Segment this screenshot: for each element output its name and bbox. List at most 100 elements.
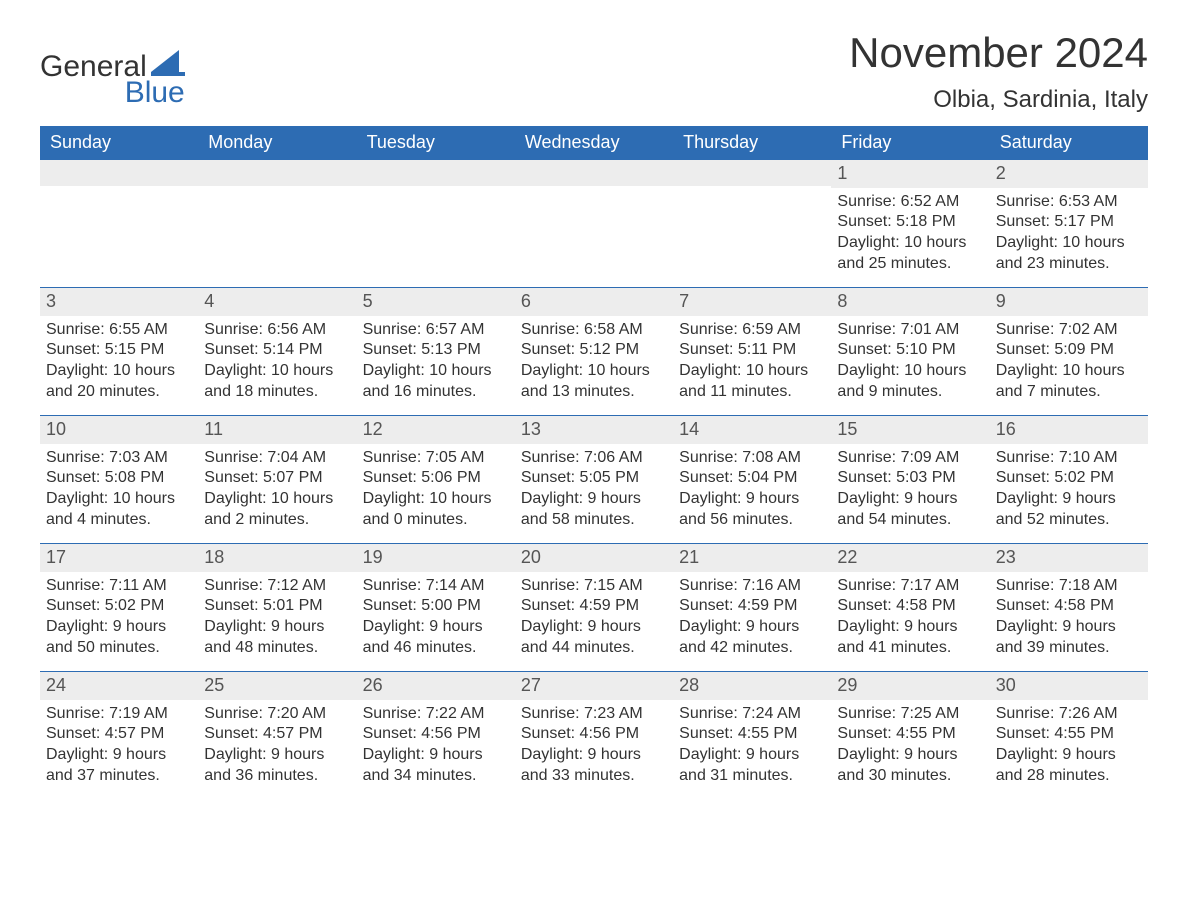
- sunset-line: Sunset: 5:01 PM: [204, 596, 350, 617]
- day-cell: 1Sunrise: 6:52 AMSunset: 5:18 PMDaylight…: [831, 160, 989, 287]
- daylight-line: Daylight: 10 hours and 7 minutes.: [996, 361, 1142, 403]
- day-cell: 30Sunrise: 7:26 AMSunset: 4:55 PMDayligh…: [990, 672, 1148, 799]
- sunset-line: Sunset: 5:10 PM: [837, 340, 983, 361]
- sunrise-line: Sunrise: 7:03 AM: [46, 448, 192, 469]
- weekday-header: Wednesday: [515, 126, 673, 159]
- day-cell: 29Sunrise: 7:25 AMSunset: 4:55 PMDayligh…: [831, 672, 989, 799]
- day-number: [40, 160, 198, 186]
- sunset-line: Sunset: 5:17 PM: [996, 212, 1142, 233]
- sunrise-line: Sunrise: 6:55 AM: [46, 320, 192, 341]
- daylight-line: Daylight: 9 hours and 58 minutes.: [521, 489, 667, 531]
- day-number: 4: [198, 288, 356, 315]
- sunset-line: Sunset: 5:03 PM: [837, 468, 983, 489]
- week-row: 17Sunrise: 7:11 AMSunset: 5:02 PMDayligh…: [40, 543, 1148, 671]
- daylight-line: Daylight: 10 hours and 16 minutes.: [363, 361, 509, 403]
- day-cell: 3Sunrise: 6:55 AMSunset: 5:15 PMDaylight…: [40, 288, 198, 415]
- day-cell: 13 Sunrise: 7:06 AMSunset: 5:05 PMDayligh…: [515, 416, 673, 543]
- day-cell: 27Sunrise: 7:23 AMSunset: 4:56 PMDayligh…: [515, 672, 673, 799]
- day-number: [673, 160, 831, 186]
- day-number: 22: [831, 544, 989, 571]
- day-number: 19: [357, 544, 515, 571]
- page-title: November 2024: [849, 30, 1148, 76]
- daylight-line: Daylight: 9 hours and 42 minutes.: [679, 617, 825, 659]
- daylight-line: Daylight: 9 hours and 31 minutes.: [679, 745, 825, 787]
- daylight-line: Daylight: 9 hours and 56 minutes.: [679, 489, 825, 531]
- daylight-line: Daylight: 9 hours and 44 minutes.: [521, 617, 667, 659]
- title-block: November 2024 Olbia, Sardinia, Italy: [849, 30, 1148, 114]
- sunset-line: Sunset: 5:12 PM: [521, 340, 667, 361]
- daylight-line: Daylight: 9 hours and 37 minutes.: [46, 745, 192, 787]
- daylight-line: Daylight: 9 hours and 33 minutes.: [521, 745, 667, 787]
- sunrise-line: Sunrise: 7:08 AM: [679, 448, 825, 469]
- sunset-line: Sunset: 5:07 PM: [204, 468, 350, 489]
- day-number: 29: [831, 672, 989, 699]
- day-number: [357, 160, 515, 186]
- day-number: 27: [515, 672, 673, 699]
- sunrise-line: Sunrise: 7:17 AM: [837, 576, 983, 597]
- weekday-header: Saturday: [990, 126, 1148, 159]
- day-cell: 6Sunrise: 6:58 AMSunset: 5:12 PMDaylight…: [515, 288, 673, 415]
- day-cell: 23Sunrise: 7:18 AMSunset: 4:58 PMDayligh…: [990, 544, 1148, 671]
- weekday-header: Sunday: [40, 126, 198, 159]
- sunrise-line: Sunrise: 7:26 AM: [996, 704, 1142, 725]
- day-number: 30: [990, 672, 1148, 699]
- day-number: 12: [357, 416, 515, 443]
- weekday-header: Monday: [198, 126, 356, 159]
- daylight-line: Daylight: 10 hours and 18 minutes.: [204, 361, 350, 403]
- day-number: 13: [515, 416, 673, 443]
- day-number: 24: [40, 672, 198, 699]
- daylight-line: Daylight: 10 hours and 4 minutes.: [46, 489, 192, 531]
- day-cell: [198, 160, 356, 287]
- calendar: SundayMondayTuesdayWednesdayThursdayFrid…: [40, 126, 1148, 799]
- day-number: [198, 160, 356, 186]
- header: General Blue November 2024 Olbia, Sardin…: [40, 30, 1148, 114]
- day-cell: 5Sunrise: 6:57 AMSunset: 5:13 PMDaylight…: [357, 288, 515, 415]
- sunrise-line: Sunrise: 6:58 AM: [521, 320, 667, 341]
- day-cell: 24 Sunrise: 7:19 AMSunset: 4:57 PMDayligh…: [40, 672, 198, 799]
- sunset-line: Sunset: 4:57 PM: [46, 724, 192, 745]
- sunset-line: Sunset: 5:06 PM: [363, 468, 509, 489]
- location-subtitle: Olbia, Sardinia, Italy: [849, 86, 1148, 114]
- sunset-line: Sunset: 5:05 PM: [521, 468, 667, 489]
- day-number: 5: [357, 288, 515, 315]
- daylight-line: Daylight: 10 hours and 23 minutes.: [996, 233, 1142, 275]
- day-number: 9: [990, 288, 1148, 315]
- sunrise-line: Sunrise: 7:12 AM: [204, 576, 350, 597]
- day-number: 21: [673, 544, 831, 571]
- week-row: 24Sunrise: 7:19 AMSunset: 4:57 PMDayligh…: [40, 671, 1148, 799]
- week-row: 1Sunrise: 6:52 AMSunset: 5:18 PMDaylight…: [40, 159, 1148, 287]
- day-number: 20: [515, 544, 673, 571]
- day-cell: 15Sunrise: 7:09 AMSunset: 5:03 PMDayligh…: [831, 416, 989, 543]
- sunset-line: Sunset: 4:55 PM: [679, 724, 825, 745]
- sunset-line: Sunset: 5:14 PM: [204, 340, 350, 361]
- sunrise-line: Sunrise: 7:15 AM: [521, 576, 667, 597]
- sunset-line: Sunset: 5:09 PM: [996, 340, 1142, 361]
- logo: General Blue: [40, 50, 185, 108]
- sunrise-line: Sunrise: 7:19 AM: [46, 704, 192, 725]
- sunset-line: Sunset: 4:57 PM: [204, 724, 350, 745]
- day-number: 23: [990, 544, 1148, 571]
- sunrise-line: Sunrise: 7:05 AM: [363, 448, 509, 469]
- day-cell: 17Sunrise: 7:11 AMSunset: 5:02 PMDayligh…: [40, 544, 198, 671]
- sunrise-line: Sunrise: 6:53 AM: [996, 192, 1142, 213]
- day-cell: [357, 160, 515, 287]
- daylight-line: Daylight: 9 hours and 54 minutes.: [837, 489, 983, 531]
- day-number: 16: [990, 416, 1148, 443]
- sunrise-line: Sunrise: 6:52 AM: [837, 192, 983, 213]
- sunrise-line: Sunrise: 7:18 AM: [996, 576, 1142, 597]
- sunset-line: Sunset: 4:59 PM: [679, 596, 825, 617]
- weekday-header: Thursday: [673, 126, 831, 159]
- day-cell: 20 Sunrise: 7:15 AMSunset: 4:59 PMDayligh…: [515, 544, 673, 671]
- day-cell: [515, 160, 673, 287]
- daylight-line: Daylight: 9 hours and 30 minutes.: [837, 745, 983, 787]
- sunset-line: Sunset: 4:59 PM: [521, 596, 667, 617]
- day-number: 10: [40, 416, 198, 443]
- day-cell: 18Sunrise: 7:12 AMSunset: 5:01 PMDayligh…: [198, 544, 356, 671]
- logo-text-blue: Blue: [40, 78, 185, 108]
- day-cell: [40, 160, 198, 287]
- day-cell: 19Sunrise: 7:14 AMSunset: 5:00 PMDayligh…: [357, 544, 515, 671]
- sunset-line: Sunset: 5:02 PM: [996, 468, 1142, 489]
- sunrise-line: Sunrise: 7:06 AM: [521, 448, 667, 469]
- weekday-header-row: SundayMondayTuesdayWednesdayThursdayFrid…: [40, 126, 1148, 159]
- day-number: [515, 160, 673, 186]
